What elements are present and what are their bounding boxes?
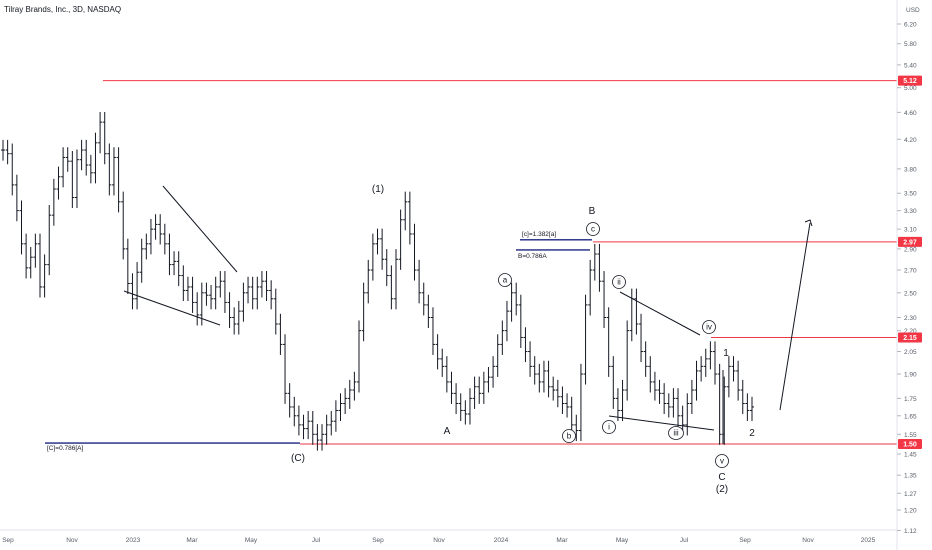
circled-wave-marker [498,273,512,287]
x-axis[interactable]: Sep Nov 2023 Mar May Jul Sep Nov 2024 Mar May Jul Se… [2,537,875,544]
x-tick-label: Jul [680,537,689,544]
wave-label: 1 [723,348,729,359]
trend-line [779,222,811,411]
circled-wave-label: i [608,423,610,432]
circled-wave-marker [612,275,626,289]
fib-label: [c]=1.382[a] [522,231,556,238]
y-axis[interactable]: 6.20 5.80 5.40 5.00 4.60 4.20 3.80 3.50 3.30 3.10… [897,22,917,535]
chart-title: Tilray Brands, Inc., 3D, NASDAQ [4,5,121,14]
y-tick-label: 1.65 [904,413,917,420]
x-tick-label: 2025 [861,537,876,544]
wave-label: A [444,426,451,437]
circled-wave-label: a [503,276,508,285]
circled-wave-marker [562,429,576,443]
y-tick-label: 2.30 [904,315,917,322]
y-tick-label: 1.20 [904,508,917,515]
currency-label: USD [906,7,920,14]
price-bars [1,111,754,451]
y-tick-label: 5.40 [904,62,917,69]
y-tick-label: 3.30 [904,208,917,215]
trend-line [162,185,238,273]
fib-label: [C]=0.786[A] [47,445,84,452]
wave-label: B [589,206,596,217]
price-tag [898,332,922,343]
price-tags: 5.12 2.97 2.15 1.50 [898,75,922,449]
price-tag [898,75,922,86]
y-tick-label: 1.45 [904,452,917,459]
wave-label: (2) [716,484,728,495]
y-tick-label: 4.20 [904,137,917,144]
price-tag [898,236,922,247]
price-tag-label: 1.50 [903,442,917,449]
x-tick-label: 2024 [494,537,509,544]
price-levels [45,80,897,445]
trend-line [619,291,701,336]
y-tick-label: 1.75 [904,396,917,403]
y-tick-label: 2.50 [904,290,917,297]
wave-label: 2 [749,428,755,439]
price-tag-label: 2.15 [903,335,917,342]
y-tick-label: 1.90 [904,372,917,379]
y-tick-label: 1.35 [904,473,917,480]
y-tick-label: 5.80 [904,41,917,48]
x-tick-label: Nov [433,537,445,544]
y-tick-label: 1.55 [904,432,917,439]
circled-wave-marker [715,454,729,468]
circled-wave-label: c [591,225,595,234]
y-tick-label: 2.20 [904,328,917,335]
y-tick-label: 3.10 [904,227,917,234]
circled-wave-marker [586,222,600,236]
x-tick-label: May [245,537,258,544]
x-tick-label: May [616,537,629,544]
x-tick-label: Nov [802,537,814,544]
y-tick-label: 2.70 [904,268,917,275]
y-tick-label: 1.27 [904,491,917,498]
y-tick-label: 2.90 [904,246,917,253]
circled-wave-label: v [720,457,724,466]
x-tick-label: Nov [66,537,78,544]
price-tag-label: 2.97 [903,239,917,246]
wave-labels: [C]=0.786[A] [c]=1.382[a] B=0.786A (1) (C) A B… [47,184,755,495]
fib-label: B=0.786A [518,253,547,260]
x-tick-label: Sep [739,537,751,544]
x-tick-label: 2023 [126,537,141,544]
circled-wave-marker [668,426,684,440]
y-tick-label: 3.80 [904,166,917,173]
y-tick-label: 6.20 [904,22,917,29]
circled-wave-label: ii [617,278,621,287]
price-tag [898,439,922,449]
x-tick-label: Sep [372,537,384,544]
y-tick-label: 4.60 [904,110,917,117]
circled-wave-marker [702,320,716,334]
x-tick-label: Mar [186,537,198,544]
arrow-head [804,219,813,227]
x-tick-label: Jul [312,537,321,544]
x-tick-label: Mar [556,537,568,544]
x-tick-label: Sep [2,537,14,544]
trend-line [608,415,715,431]
y-tick-label: 5.00 [904,85,917,92]
y-tick-label: 3.50 [904,191,917,198]
trend-line [123,290,221,326]
y-tick-label: 1.12 [904,528,917,535]
drawings [123,185,813,444]
wave-label: (C) [291,453,305,464]
wave-label: (1) [372,184,384,195]
wave-label: C [718,472,725,483]
circled-wave-label: b [567,432,572,441]
price-tag-label: 5.12 [903,78,917,85]
circled-wave-label: iv [706,323,712,332]
circled-wave-marker [602,420,616,434]
circled-wave-label: iii [673,429,679,438]
y-tick-label: 2.05 [904,349,917,356]
